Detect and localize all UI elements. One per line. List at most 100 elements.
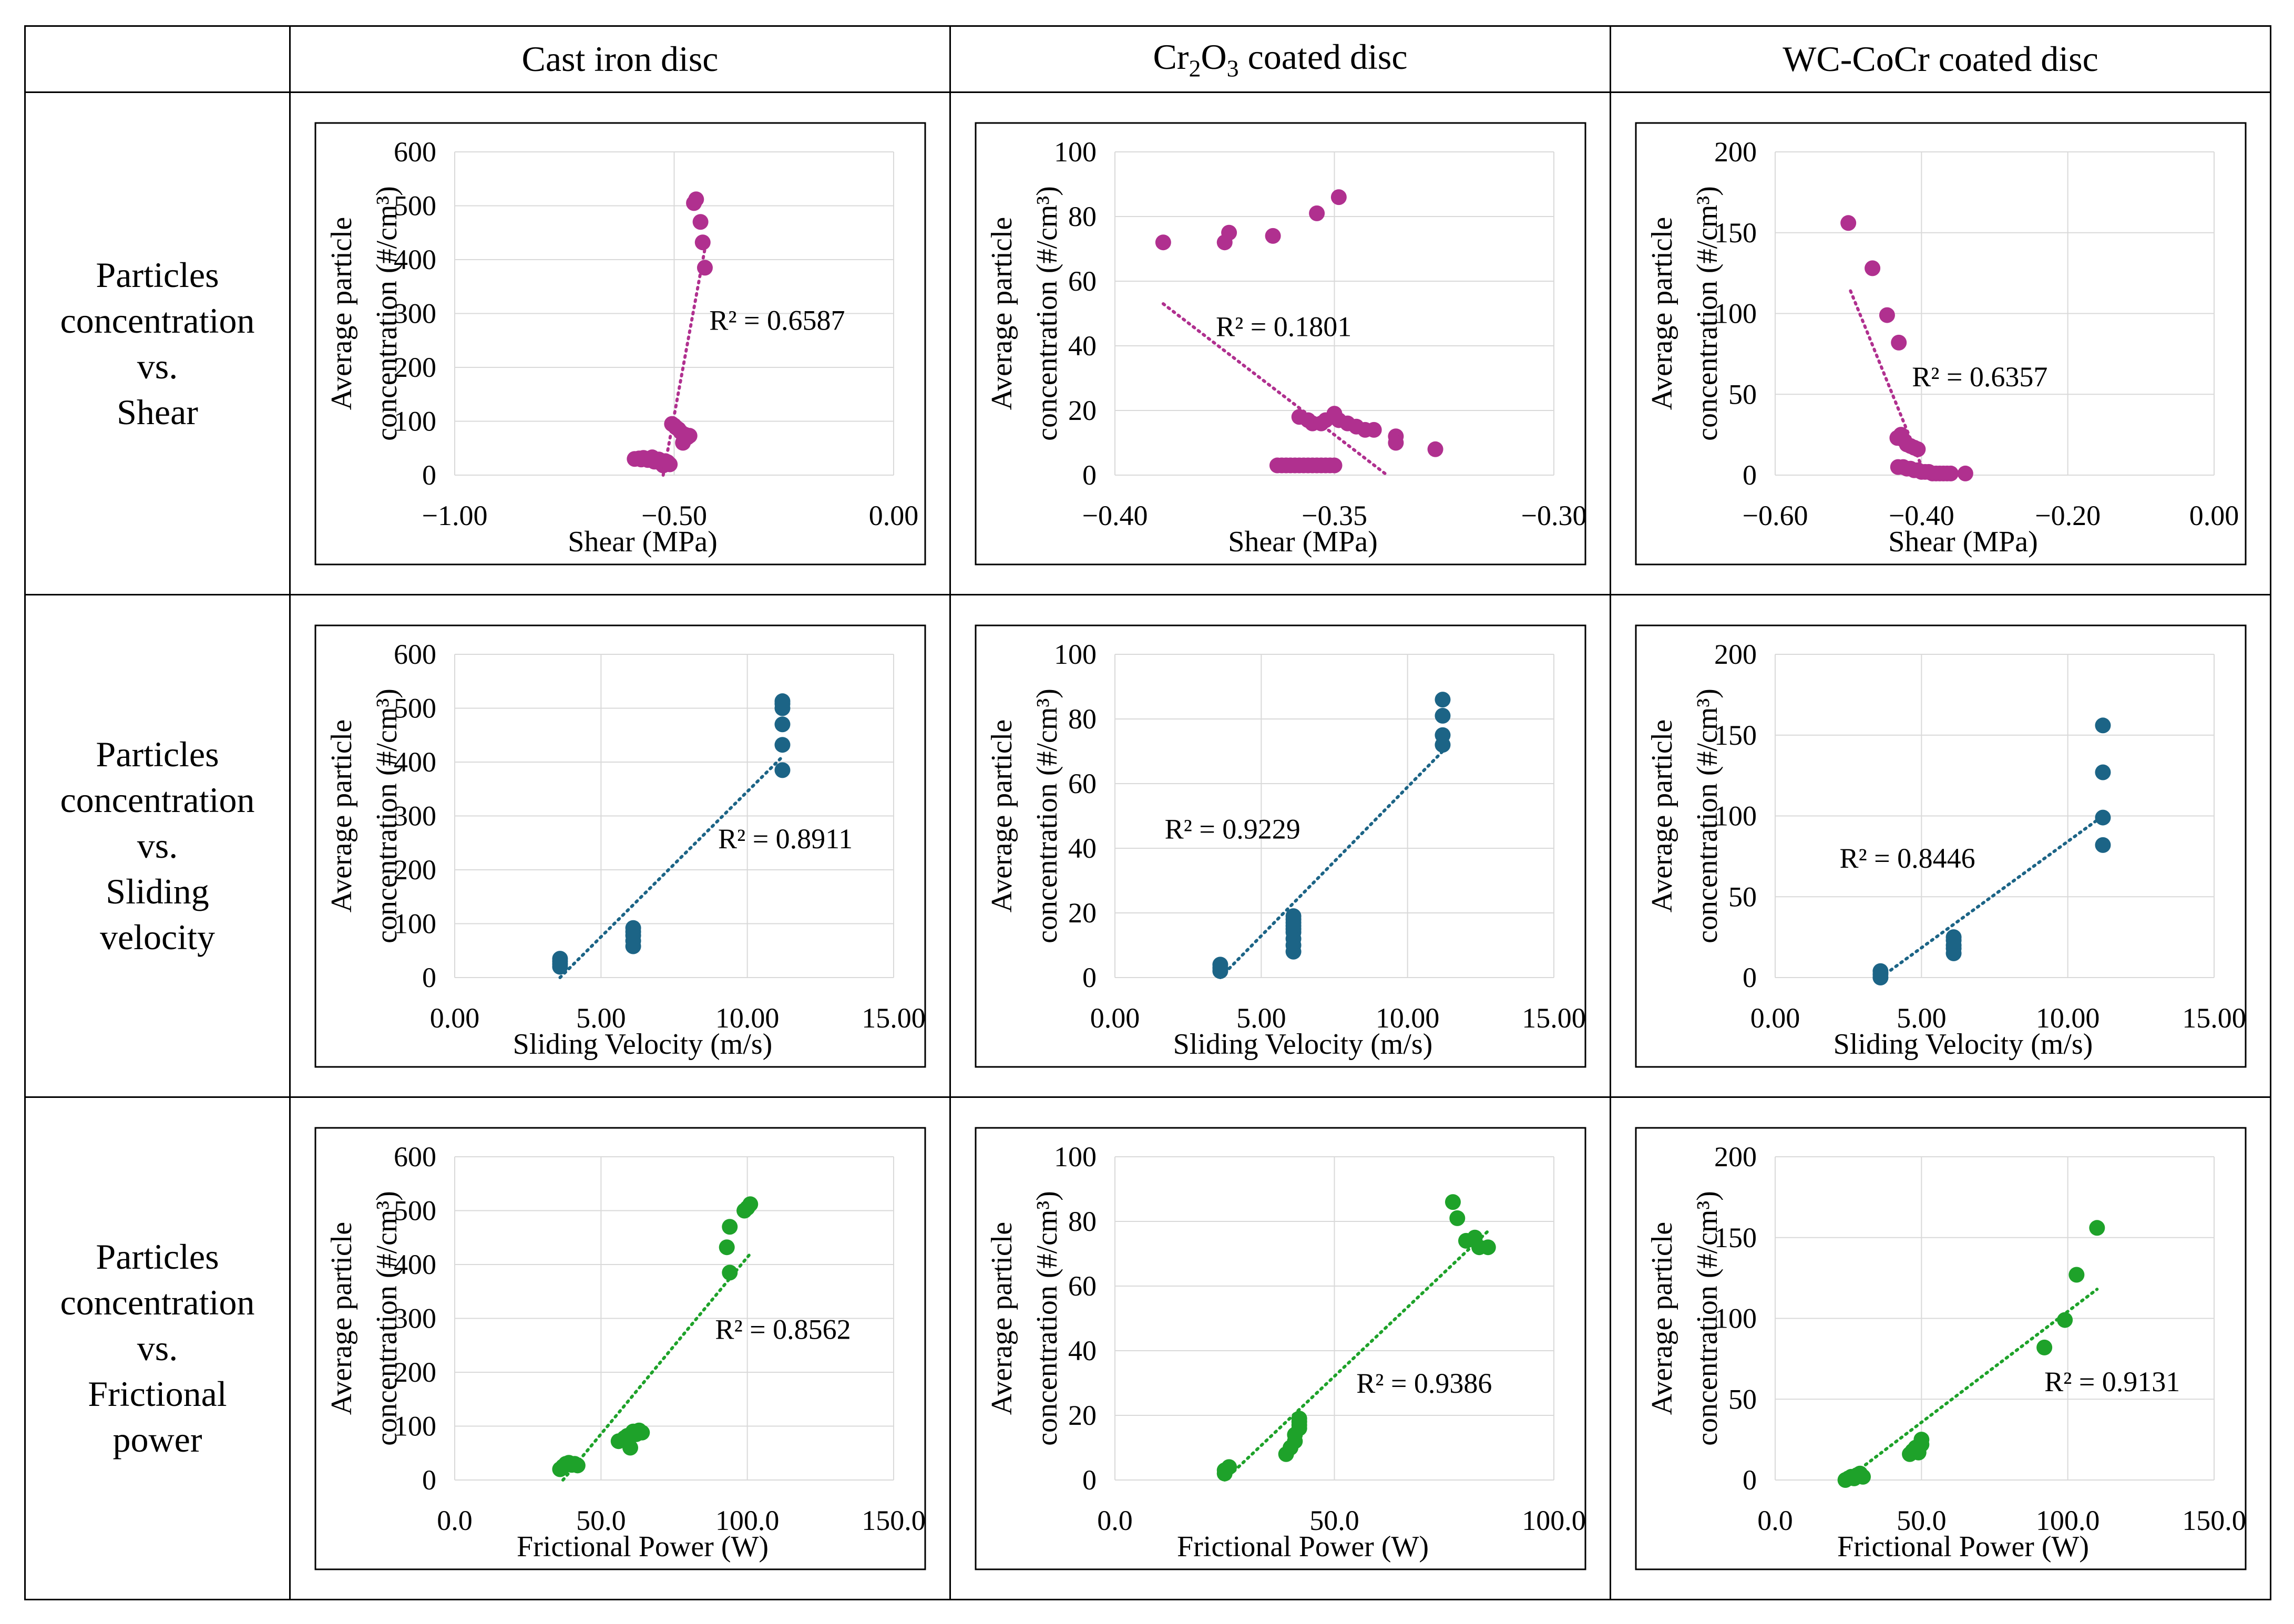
data-point [1285,908,1302,924]
chart-power-cast-iron: 0 100 200 300 400 500 600 0.0 50.0 100.0 150.0 R² =… [314,1127,926,1570]
data-point [1879,307,1895,323]
row-velocity: Particles concentration vs. Sliding velocity… [24,594,2271,1098]
x-axis-title: Shear (MPa) [1228,526,1378,558]
data-point [2088,1219,2105,1236]
data-point [1855,1468,1871,1485]
chart-frame [1635,624,2246,1067]
y-tick-label: 80 [1068,1206,1097,1237]
data-point [661,456,678,472]
y-axis-title: Average particle concentration (#/cm³) [1646,688,1724,943]
y-tick-label: 200 [394,1356,436,1388]
x-tick-label: 10.00 [2035,1002,2100,1034]
data-point [1265,228,1281,244]
y-tick-label: 150 [1714,217,1757,248]
cell-velocity-cast-iron: 0 100 200 300 400 500 600 0.00 5.00 10.00 15.00 R² … [289,594,951,1098]
data-point [2094,764,2111,780]
data-point [774,716,790,732]
x-tick-label: 10.00 [1375,1002,1439,1034]
y-tick-label: 0 [1082,962,1097,993]
y-tick-label: 50 [1728,1383,1757,1415]
x-tick-label: −1.00 [422,500,487,531]
y-tick-label: 400 [394,1249,436,1280]
data-point [1434,727,1450,743]
y-axis-title-line1: Average particle [325,1221,358,1414]
x-tick-label: −0.35 [1302,500,1367,531]
data-point [2094,717,2111,733]
y-tick-label: 400 [394,746,436,778]
x-tick-label: 10.00 [715,1002,779,1034]
r-squared-label: R² = 0.6357 [1912,361,2047,392]
trendline [561,1252,752,1482]
x-tick-label: −0.30 [1521,500,1586,531]
data-point [1221,1458,1237,1475]
y-axis-title: Average particle concentration (#/cm³) [986,1191,1063,1446]
x-tick-label: 0.00 [429,1002,479,1034]
data-point [2068,1266,2084,1282]
y-axis-title-line1: Average particle [1646,217,1678,409]
y-axis-title-line2: concentration (#/cm³) [1031,1191,1063,1446]
chart-power-wc-cocr: 0 50 100 150 200 0.0 50.0 100.0 150.0 R² = 0.9131… [1635,1127,2246,1570]
data-point [1434,707,1450,724]
y-tick-label: 100 [394,908,436,939]
x-tick-label: 0.00 [2189,500,2239,531]
x-tick-label: 15.00 [1522,1002,1586,1034]
chart-frame [975,122,1586,565]
y-tick-label: 0 [1743,459,1757,491]
data-point [1480,1239,1496,1255]
chart-frame [1635,1127,2246,1570]
x-tick-label: 0.00 [1090,1002,1140,1034]
y-axis-title-line2: concentration (#/cm³) [371,688,403,943]
y-tick-label: 100 [1054,1141,1097,1173]
y-tick-label: 0 [1082,459,1097,491]
chart-frame [314,122,926,565]
x-axis-title: Shear (MPa) [568,526,718,558]
y-tick-label: 600 [394,639,436,670]
y-tick-label: 20 [1068,1400,1097,1431]
chart-frame [975,1127,1586,1570]
x-axis-title: Sliding Velocity (m/s) [1173,1028,1432,1061]
x-tick-label: 50.0 [1897,1505,1947,1536]
data-point [774,693,790,709]
x-tick-label: 50.0 [576,1505,626,1536]
figure-grid: Cast iron disc Cr2O3 coated disc WC-CoCr… [24,25,2271,1600]
y-tick-label: 0 [422,962,436,993]
chart-shear-wc-cocr: 0 50 100 150 200 −0.60 −0.40 −0.20 0.00 R² = 0.63… [1635,122,2246,565]
cell-power-wc-cocr: 0 50 100 150 200 0.0 50.0 100.0 150.0 R² = 0.9131… [1610,1096,2271,1600]
cell-power-cast-iron: 0 100 200 300 400 500 600 0.0 50.0 100.0 150.0 R² =… [289,1096,951,1600]
y-axis-title: Average particle concentration (#/cm³) [1646,186,1724,441]
cell-velocity-wc-cocr: 0 50 100 150 200 0.00 5.00 10.00 15.00 R² = 0.844… [1610,594,2271,1098]
row-label-shear: Particles concentration vs. Shear [24,91,291,595]
y-tick-label: 20 [1068,897,1097,929]
y-axis-title-line1: Average particle [1646,719,1678,912]
y-tick-label: 200 [1714,136,1757,168]
row-label-power: Particles concentration vs. Frictional power [24,1096,291,1600]
y-tick-label: 200 [394,352,436,383]
y-tick-label: 40 [1068,832,1097,864]
x-tick-label: 150.0 [2182,1505,2246,1536]
y-axis-title-line2: concentration (#/cm³) [1691,186,1724,441]
data-point [1155,234,1171,250]
r-squared-label: R² = 0.8562 [715,1313,851,1345]
data-point [622,1440,638,1455]
y-tick-label: 300 [394,800,436,831]
r-squared-label: R² = 0.6587 [709,304,845,336]
y-tick-label: 40 [1068,1335,1097,1366]
chart-shear-cr2o3: 0 20 40 60 80 100 −0.40 −0.35 −0.30 R² = 0.1801 Sh… [975,122,1586,565]
x-axis-title: Frictional Power (W) [1177,1530,1429,1563]
row-power: Particles concentration vs. Frictional power… [24,1096,2271,1600]
row-shear: Particles concentration vs. Shear 0 100 200 30… [24,91,2271,595]
y-tick-label: 400 [394,244,436,275]
y-tick-label: 500 [394,692,436,724]
y-axis-title-line1: Average particle [986,217,1018,409]
x-axis-title: Shear (MPa) [1888,526,2038,558]
y-tick-label: 50 [1728,378,1757,410]
cell-shear-cast-iron: 0 100 200 300 400 500 600 −1.00 −0.50 0.00 R² = 0.… [289,91,951,595]
y-tick-label: 60 [1068,265,1097,297]
data-point [688,191,704,207]
y-tick-label: 300 [394,1302,436,1334]
chart-frame [1635,122,2246,565]
y-tick-label: 40 [1068,330,1097,362]
data-point [774,736,790,753]
x-tick-label: −0.40 [1888,500,1954,531]
y-axis-title: Average particle concentration (#/cm³) [325,688,403,943]
